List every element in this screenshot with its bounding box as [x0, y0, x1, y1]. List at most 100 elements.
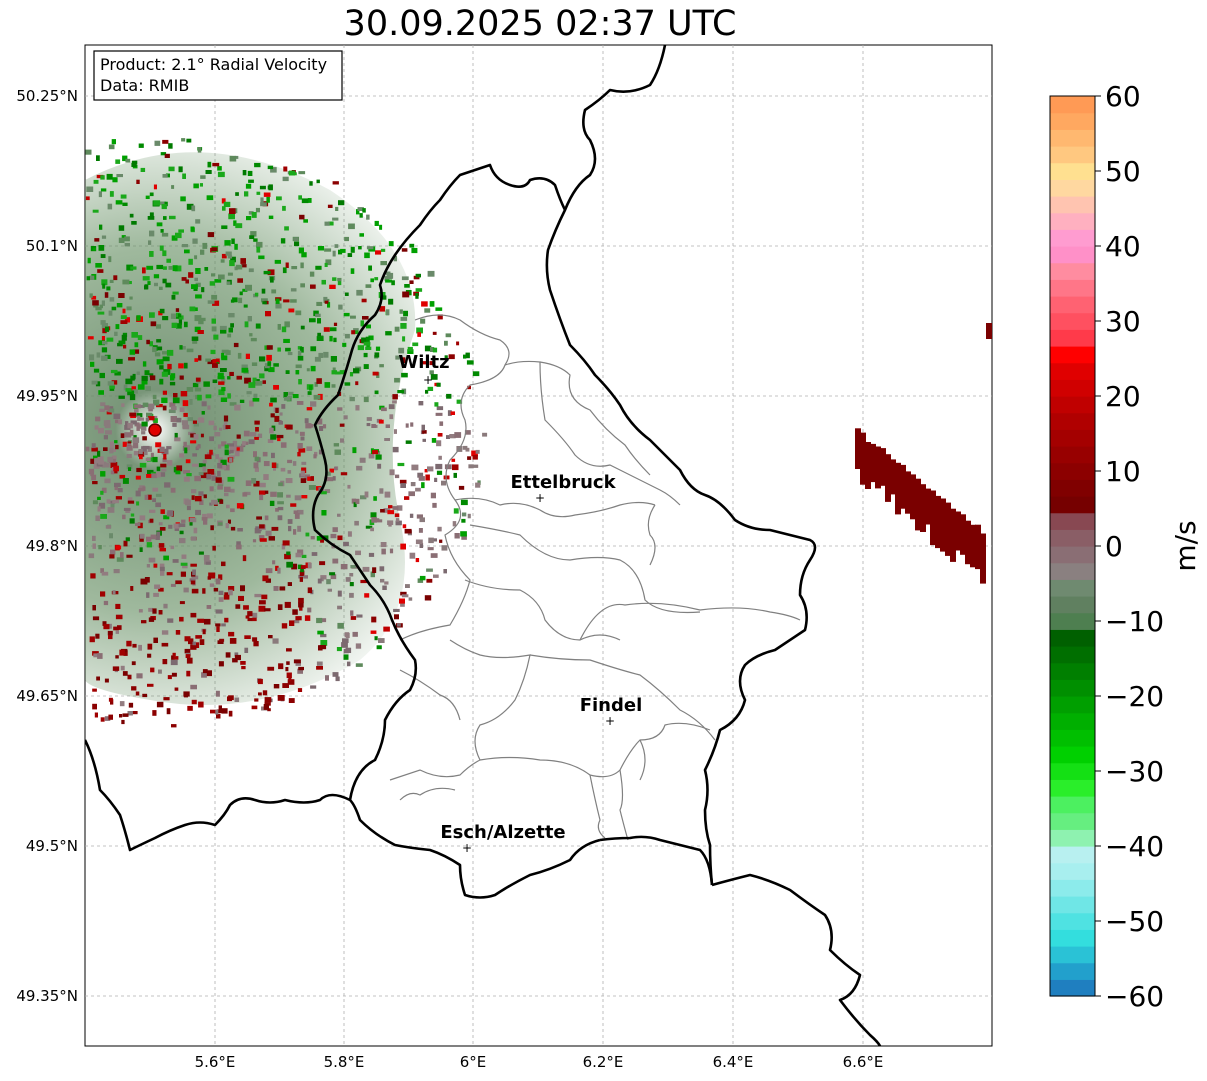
- lat-tick-label: 49.95°N: [16, 387, 78, 405]
- lon-tick-label: 6.2°E: [583, 1053, 624, 1071]
- colorbar-band: [1050, 796, 1095, 814]
- colorbar-band: [1050, 846, 1095, 864]
- colorbar-band: [1050, 629, 1095, 647]
- colorbar-bands: [1050, 96, 1095, 997]
- colorbar-tick-label: −40: [1105, 830, 1164, 863]
- city-marker-findel: Findel +: [580, 695, 643, 728]
- colorbar-band: [1050, 179, 1095, 197]
- colorbar-tick-label: 10: [1105, 455, 1141, 488]
- colorbar-band: [1050, 746, 1095, 764]
- colorbar-band: [1050, 212, 1095, 230]
- colorbar-tick-label: 30: [1105, 305, 1141, 338]
- colorbar-ticks: [1095, 95, 1101, 997]
- city-cross-ettelbruck: +: [535, 491, 545, 505]
- colorbar-band: [1050, 496, 1095, 514]
- colorbar-band: [1050, 679, 1095, 697]
- city-label-ettelbruck: Ettelbruck: [510, 472, 616, 493]
- radar-echoes: [85, 152, 416, 706]
- colorbar-band: [1050, 129, 1095, 147]
- lat-axis-labels: 50.25°N 50.1°N 49.95°N 49.8°N 49.65°N 49…: [16, 87, 78, 1005]
- colorbar-band: [1050, 446, 1095, 464]
- colorbar-tick-label: 20: [1105, 380, 1141, 413]
- info-product: Product: 2.1° Radial Velocity: [100, 55, 327, 74]
- city-label-wiltz: Wiltz: [398, 352, 449, 373]
- colorbar-tick-label: 0: [1105, 530, 1123, 563]
- colorbar-band: [1050, 579, 1095, 597]
- lat-tick-label: 50.1°N: [26, 237, 78, 255]
- lat-tick-label: 49.5°N: [26, 837, 78, 855]
- canton-boundaries: [389, 314, 801, 841]
- colorbar-band: [1050, 829, 1095, 847]
- lon-tick-label: 6.6°E: [843, 1053, 884, 1071]
- colorbar-band: [1050, 262, 1095, 280]
- colorbar-band: [1050, 346, 1095, 364]
- colorbar-band: [1050, 246, 1095, 264]
- lon-tick-label: 6.4°E: [713, 1053, 754, 1071]
- colorbar-band: [1050, 562, 1095, 580]
- colorbar: 60 50 40 30 20 10 0 −10 −20 −30 −40 −50 …: [1049, 80, 1202, 1013]
- colorbar-band: [1050, 412, 1095, 430]
- colorbar-band: [1050, 396, 1095, 414]
- colorbar-band: [1050, 162, 1095, 180]
- colorbar-tick-label: 50: [1105, 155, 1141, 188]
- colorbar-band: [1050, 512, 1095, 530]
- colorbar-band: [1050, 612, 1095, 630]
- colorbar-band: [1050, 296, 1095, 314]
- colorbar-band: [1050, 546, 1095, 564]
- info-data-source: Data: RMIB: [100, 76, 189, 95]
- colorbar-tick-label: 60: [1105, 80, 1141, 113]
- colorbar-band: [1050, 196, 1095, 214]
- colorbar-band: [1050, 96, 1095, 114]
- radar-site-marker: [148, 423, 162, 437]
- colorbar-band: [1050, 896, 1095, 914]
- colorbar-tick-label: −60: [1105, 980, 1164, 1013]
- colorbar-band: [1050, 946, 1095, 964]
- colorbar-band: [1050, 429, 1095, 447]
- colorbar-band: [1050, 312, 1095, 330]
- lon-tick-label: 5.6°E: [195, 1053, 236, 1071]
- colorbar-tick-labels: 60 50 40 30 20 10 0 −10 −20 −30 −40 −50 …: [1105, 80, 1164, 1013]
- colorbar-tick-label: −50: [1105, 905, 1164, 938]
- lat-tick-label: 49.35°N: [16, 987, 78, 1005]
- colorbar-band: [1050, 529, 1095, 547]
- city-cross-findel: +: [605, 714, 615, 728]
- colorbar-band: [1050, 812, 1095, 830]
- colorbar-band: [1050, 229, 1095, 247]
- lon-tick-label: 6°E: [460, 1053, 487, 1071]
- colorbar-band: [1050, 879, 1095, 897]
- colorbar-band: [1050, 362, 1095, 380]
- map-title: 30.09.2025 02:37 UTC: [343, 4, 737, 44]
- colorbar-unit-label: m/s: [1169, 520, 1202, 571]
- city-marker-wiltz: Wiltz +: [398, 352, 449, 387]
- colorbar-band: [1050, 912, 1095, 930]
- national-borders: [85, 45, 882, 1046]
- colorbar-band: [1050, 779, 1095, 797]
- lon-tick-label: 5.8°E: [324, 1053, 365, 1071]
- lat-tick-label: 49.65°N: [16, 687, 78, 705]
- city-cross-esch-alzette: +: [462, 841, 472, 855]
- colorbar-tick-label: 40: [1105, 230, 1141, 263]
- colorbar-band: [1050, 696, 1095, 714]
- colorbar-band: [1050, 962, 1095, 980]
- colorbar-band: [1050, 146, 1095, 164]
- colorbar-tick-label: −10: [1105, 605, 1164, 638]
- colorbar-band: [1050, 712, 1095, 730]
- colorbar-band: [1050, 279, 1095, 297]
- colorbar-band: [1050, 112, 1095, 130]
- colorbar-band: [1050, 329, 1095, 347]
- colorbar-band: [1050, 479, 1095, 497]
- colorbar-band: [1050, 762, 1095, 780]
- city-cross-wiltz: +: [423, 373, 433, 387]
- lon-axis-labels: 5.6°E 5.8°E 6°E 6.2°E 6.4°E 6.6°E: [195, 1053, 884, 1071]
- lat-tick-label: 49.8°N: [26, 537, 78, 555]
- colorbar-band: [1050, 462, 1095, 480]
- colorbar-band: [1050, 596, 1095, 614]
- info-box: Product: 2.1° Radial Velocity Data: RMIB: [93, 50, 343, 101]
- colorbar-band: [1050, 379, 1095, 397]
- colorbar-band: [1050, 646, 1095, 664]
- colorbar-band: [1050, 862, 1095, 880]
- colorbar-band: [1050, 729, 1095, 747]
- colorbar-band: [1050, 929, 1095, 947]
- colorbar-tick-label: −30: [1105, 755, 1164, 788]
- lat-tick-label: 50.25°N: [16, 87, 78, 105]
